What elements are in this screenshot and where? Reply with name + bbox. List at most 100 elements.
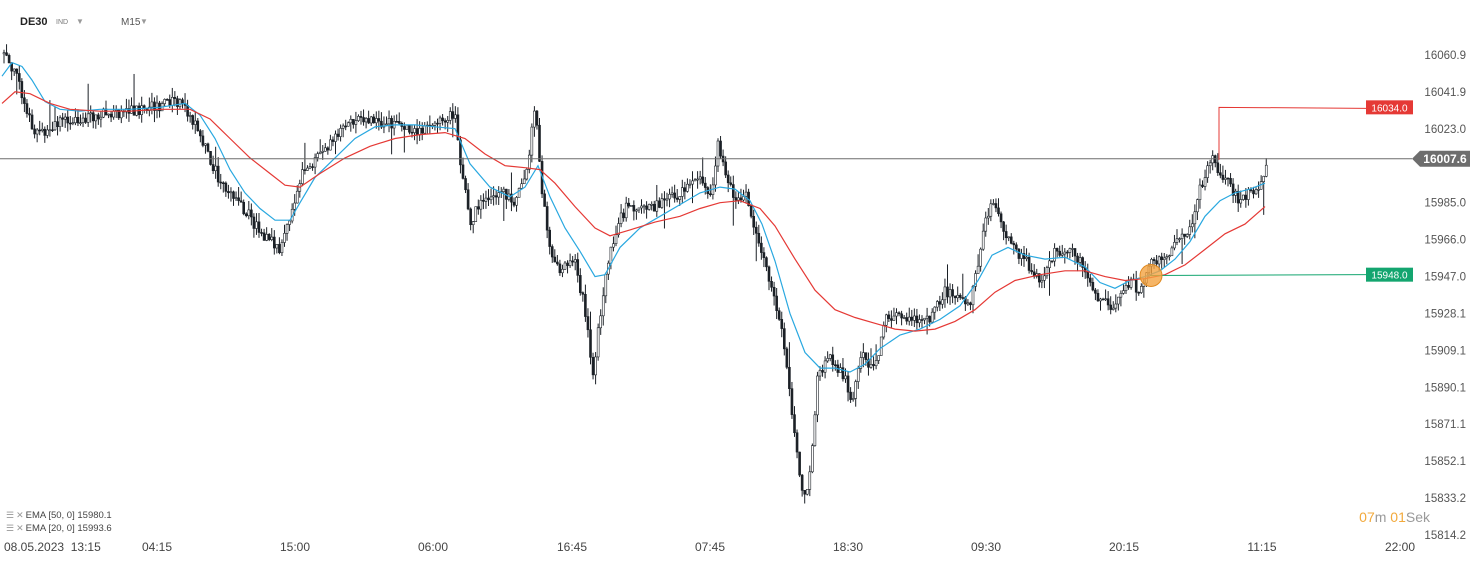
candle-body <box>459 139 462 166</box>
candle-body <box>701 176 705 184</box>
candle <box>872 356 875 371</box>
candle <box>958 293 962 300</box>
candle-body <box>510 193 513 203</box>
candle <box>862 343 865 368</box>
candle <box>25 99 29 118</box>
candle <box>23 90 26 113</box>
candle <box>617 217 620 238</box>
indicator-ema50[interactable]: ☰ ✕ EMA [50, 0] 15980.1 <box>6 510 112 521</box>
candle <box>1239 190 1243 208</box>
candle-body <box>232 191 235 199</box>
candle-body <box>329 139 332 151</box>
candle-body <box>668 194 671 200</box>
candle <box>313 153 317 175</box>
candle <box>701 157 705 186</box>
candle-body <box>680 187 684 197</box>
indicator-settings-icon[interactable]: ☰ <box>6 523 15 533</box>
candle-body <box>405 125 409 130</box>
candle-body <box>494 195 498 198</box>
candle <box>227 184 230 199</box>
candle <box>181 97 184 109</box>
timeframe-label[interactable]: M15 <box>121 17 141 28</box>
candle <box>1198 178 1202 209</box>
candle-body <box>599 315 603 329</box>
candle-body <box>719 140 722 157</box>
candle-body <box>673 192 676 199</box>
take-profit-label-bg <box>1366 100 1413 115</box>
candle-body <box>951 289 954 297</box>
price-tick-label: 15909.1 <box>1424 345 1466 357</box>
candle <box>1117 296 1120 311</box>
candle <box>122 109 126 117</box>
current-price-tag <box>1412 150 1470 167</box>
candle <box>1002 220 1005 241</box>
candle-body <box>693 179 697 182</box>
candle-body <box>1160 256 1163 260</box>
candle <box>30 109 34 130</box>
candle-body <box>780 319 784 329</box>
indicator-remove-icon[interactable]: ✕ <box>16 523 24 533</box>
candle <box>176 95 179 115</box>
timeframe-dropdown-icon[interactable]: ▼ <box>140 17 148 26</box>
candle <box>15 68 19 95</box>
candle-body <box>928 315 931 323</box>
candle <box>642 204 646 214</box>
candle-body <box>933 306 937 313</box>
price-tick-label: 15947.0 <box>1424 272 1466 284</box>
candle-body <box>63 116 67 120</box>
candle-body <box>655 200 659 212</box>
candle-body <box>512 201 516 206</box>
candle <box>1089 274 1092 287</box>
candle-body <box>1050 260 1054 263</box>
candle-body <box>979 248 982 267</box>
candle-body <box>749 205 753 217</box>
candle <box>826 351 829 363</box>
candle-body <box>1140 286 1143 293</box>
symbol-label[interactable]: DE30 <box>20 16 48 28</box>
indicator-settings-icon[interactable]: ☰ <box>6 510 15 520</box>
candle <box>415 119 419 145</box>
candle-body <box>107 113 110 116</box>
candle-body <box>165 99 169 101</box>
candle-body <box>1007 236 1011 239</box>
candle-body <box>538 124 541 162</box>
candle <box>599 309 603 335</box>
entry-marker <box>1139 263 1163 287</box>
candle-body <box>1060 253 1064 256</box>
candle-body <box>637 207 641 211</box>
candle <box>232 190 235 206</box>
candle-body <box>986 215 990 219</box>
candle <box>247 200 251 220</box>
candle-body <box>326 147 330 151</box>
candle-body <box>367 118 370 124</box>
candle <box>719 136 722 160</box>
candle-body <box>1043 275 1046 281</box>
candle-body <box>515 197 518 206</box>
candle <box>107 113 110 119</box>
candle <box>290 203 294 224</box>
candle-body <box>188 115 192 117</box>
candle-body <box>346 122 350 127</box>
candle <box>484 190 488 209</box>
candle <box>204 143 207 154</box>
candle-body <box>775 295 778 311</box>
candle <box>38 120 42 136</box>
candle <box>933 306 937 320</box>
candle <box>821 364 824 377</box>
candle <box>441 114 444 126</box>
candle <box>224 181 228 197</box>
indicator-ema20[interactable]: ☰ ✕ EMA [20, 0] 15993.6 <box>6 523 112 534</box>
candle <box>301 162 304 187</box>
symbol-dropdown-icon[interactable]: ▼ <box>76 17 84 26</box>
indicator-remove-icon[interactable]: ✕ <box>16 510 24 520</box>
candle-body <box>1224 177 1227 180</box>
candle <box>941 292 944 309</box>
candle-body <box>703 182 707 188</box>
candle <box>867 352 870 376</box>
candle <box>53 106 57 131</box>
candle <box>1221 165 1225 183</box>
candle <box>280 239 284 256</box>
candle-body <box>99 116 103 120</box>
candle <box>660 193 664 209</box>
